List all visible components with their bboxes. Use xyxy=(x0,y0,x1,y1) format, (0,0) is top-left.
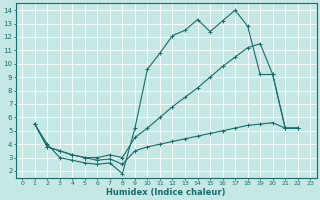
X-axis label: Humidex (Indice chaleur): Humidex (Indice chaleur) xyxy=(107,188,226,197)
